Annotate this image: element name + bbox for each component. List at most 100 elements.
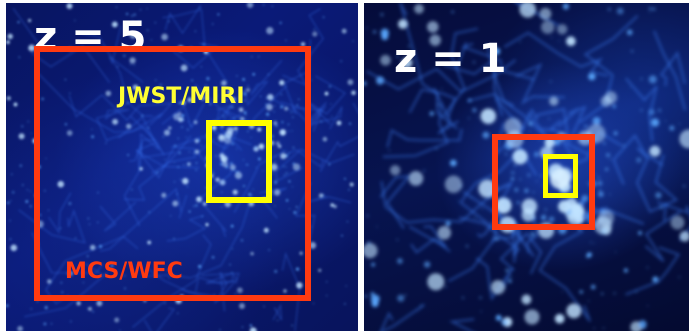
galaxy-blob: [648, 7, 652, 10]
galaxy-blob: [29, 190, 31, 192]
galaxy-blob: [468, 117, 470, 119]
filament: [81, 32, 153, 117]
galaxy-blob: [26, 189, 29, 191]
galaxy-blob: [133, 13, 136, 16]
galaxy-blob: [18, 56, 21, 58]
galaxy-blob: [574, 139, 576, 142]
galaxy-blob: [111, 21, 118, 28]
filament: [216, 105, 243, 127]
galaxy-blob: [126, 123, 132, 129]
filament: [657, 201, 689, 242]
galaxy-blob: [99, 244, 103, 248]
galaxy-blob: [310, 226, 312, 228]
galaxy-blob: [404, 294, 407, 296]
filament: [499, 232, 543, 275]
galaxy-blob: [218, 138, 220, 140]
filament: [408, 225, 447, 249]
galaxy-blob: [219, 153, 225, 159]
galaxy-blob: [521, 208, 536, 222]
galaxy-blob: [371, 262, 375, 267]
galaxy-blob: [13, 102, 18, 107]
galaxy-blob: [600, 233, 602, 235]
galaxy-blob: [593, 242, 595, 244]
galaxy-blob: [554, 313, 565, 324]
galaxy-blob: [221, 206, 223, 208]
galaxy-blob: [7, 33, 13, 40]
galaxy-blob: [47, 209, 50, 211]
galaxy-blob: [267, 93, 274, 101]
galaxy-blob: [6, 40, 10, 44]
filament: [625, 77, 658, 142]
cluster-core: [550, 169, 570, 189]
galaxy-blob: [263, 227, 269, 233]
galaxy-blob: [340, 60, 342, 63]
galaxy-blob: [612, 104, 616, 108]
galaxy-blob: [344, 177, 346, 180]
galaxy-blob: [186, 128, 189, 131]
galaxy-blob: [221, 80, 227, 86]
galaxy-blob: [292, 162, 295, 165]
galaxy-blob: [45, 157, 47, 160]
galaxy-blob: [249, 324, 253, 327]
galaxy-blob: [200, 144, 202, 147]
galaxy-blob: [213, 293, 216, 296]
galaxy-blob: [655, 192, 662, 199]
galaxy-blob: [243, 184, 246, 188]
galaxy-blob: [401, 57, 413, 69]
galaxy-blob: [495, 314, 502, 321]
filament: [161, 103, 205, 130]
galaxy-blob: [189, 124, 192, 127]
galaxy-blob: [219, 329, 221, 331]
galaxy-blob: [199, 7, 201, 9]
galaxy-blob: [336, 120, 342, 126]
galaxy-blob: [168, 277, 170, 279]
galaxy-blob: [295, 206, 298, 208]
galaxy-blob: [472, 61, 476, 64]
galaxy-blob: [227, 205, 229, 208]
galaxy-blob: [648, 109, 655, 116]
galaxy-blob: [236, 75, 238, 77]
galaxy-blob: [636, 157, 642, 163]
galaxy-blob: [148, 211, 150, 213]
galaxy-blob: [601, 225, 612, 236]
galaxy-blob: [519, 41, 521, 43]
galaxy-blob: [206, 77, 210, 81]
galaxy-blob: [607, 7, 611, 11]
galaxy-blob: [299, 251, 303, 255]
filament: [460, 42, 535, 81]
cosmic-web-z1: [364, 3, 689, 331]
galaxy-blob: [669, 125, 675, 131]
galaxy-blob: [490, 280, 506, 295]
galaxy-blob: [215, 155, 217, 157]
galaxy-blob: [193, 205, 195, 207]
galaxy-blob: [233, 126, 238, 131]
galaxy-blob: [590, 284, 596, 290]
galaxy-blob: [222, 115, 224, 117]
galaxy-blob: [168, 20, 170, 22]
galaxy-blob: [328, 163, 331, 166]
galaxy-blob: [57, 180, 65, 188]
galaxy-blob: [163, 129, 171, 136]
galaxy-blob: [194, 149, 200, 155]
filament: [382, 103, 449, 158]
galaxy-blob: [584, 125, 588, 128]
galaxy-blob: [183, 164, 185, 166]
galaxy-blob: [324, 91, 329, 96]
galaxy-blob: [482, 131, 490, 139]
galaxy-blob: [236, 148, 238, 150]
filament: [48, 192, 72, 235]
galaxy-blob: [170, 215, 172, 217]
galaxy-blob: [82, 281, 84, 284]
galaxy-blob: [285, 39, 287, 41]
galaxy-blob: [322, 136, 328, 142]
galaxy-blob: [19, 164, 23, 167]
galaxy-blob: [47, 279, 52, 284]
filament: [214, 59, 283, 124]
galaxy-blob: [344, 303, 346, 305]
galaxy-blob: [242, 159, 245, 161]
galaxy-blob: [558, 40, 560, 42]
galaxy-blob: [257, 127, 262, 132]
filament: [201, 272, 240, 284]
galaxy-blob: [527, 173, 531, 177]
mcs-wfc-field-box-z1: [492, 134, 595, 230]
